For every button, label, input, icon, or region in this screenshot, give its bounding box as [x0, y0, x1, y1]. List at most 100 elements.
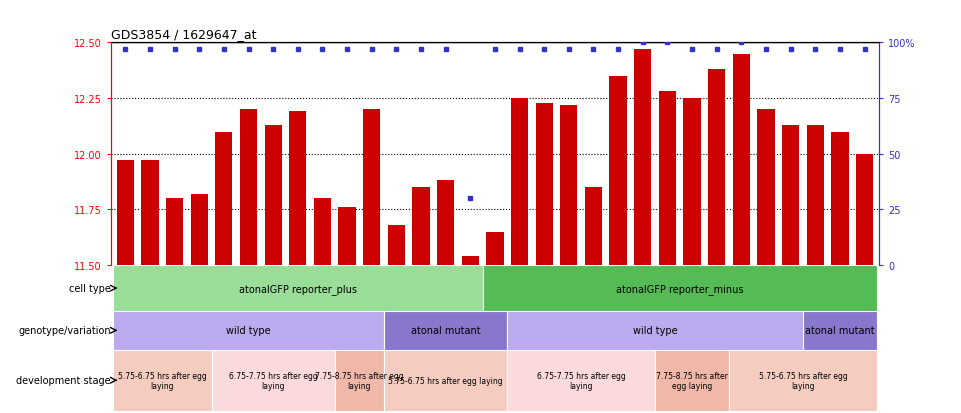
Bar [458, 266, 482, 345]
Bar [260, 266, 285, 345]
Text: GSM537543: GSM537543 [520, 266, 526, 310]
Bar [190, 195, 208, 266]
Text: GSM537546: GSM537546 [175, 266, 181, 310]
Bar [753, 266, 778, 345]
Text: GSM537555: GSM537555 [667, 266, 674, 310]
Text: 5.75-6.75 hrs after egg
laying: 5.75-6.75 hrs after egg laying [118, 370, 207, 390]
Bar [408, 266, 433, 345]
Bar [486, 232, 504, 266]
Bar [856, 154, 874, 266]
Text: GSM537553: GSM537553 [643, 266, 649, 310]
Bar [215, 132, 233, 266]
Bar [535, 103, 553, 266]
Bar [285, 266, 310, 345]
Bar [412, 188, 430, 266]
Bar [556, 266, 581, 345]
Bar [704, 266, 729, 345]
Bar [511, 99, 529, 266]
Bar [113, 311, 384, 350]
Bar [581, 266, 605, 345]
Bar [186, 266, 211, 345]
Bar [314, 199, 331, 266]
Bar [782, 126, 800, 266]
Bar [732, 55, 750, 266]
Text: GSM537556: GSM537556 [298, 266, 304, 310]
Bar [827, 266, 852, 345]
Bar [387, 225, 405, 266]
Text: GSM537562: GSM537562 [766, 266, 772, 310]
Text: GSM537568: GSM537568 [815, 266, 822, 310]
Bar [289, 112, 307, 266]
Bar [240, 110, 258, 266]
Text: 6.75-7.75 hrs after egg
laying: 6.75-7.75 hrs after egg laying [229, 370, 317, 390]
Bar [708, 70, 726, 266]
Bar [560, 106, 578, 266]
Bar [384, 311, 507, 350]
Text: atonalGFP reporter_plus: atonalGFP reporter_plus [238, 283, 357, 294]
Text: GSM537554: GSM537554 [273, 266, 279, 310]
Bar [605, 266, 630, 345]
Bar [116, 161, 134, 266]
Bar [359, 266, 384, 345]
Bar [113, 266, 482, 311]
Text: 7.75-8.75 hrs after egg
laying: 7.75-8.75 hrs after egg laying [315, 370, 404, 390]
Bar [363, 110, 381, 266]
Bar [236, 266, 260, 345]
Bar [384, 266, 408, 345]
Bar [778, 266, 803, 345]
Bar [659, 92, 676, 266]
Bar [803, 266, 827, 345]
Text: GSM537548: GSM537548 [199, 266, 206, 310]
Text: wild type: wild type [226, 325, 271, 335]
Text: GSM537545: GSM537545 [544, 266, 551, 310]
Bar [482, 266, 507, 345]
Bar [113, 350, 211, 411]
Bar [531, 266, 556, 345]
Bar [831, 132, 849, 266]
Text: atonal mutant: atonal mutant [410, 325, 480, 335]
Bar [729, 266, 753, 345]
Text: GSM537544: GSM537544 [150, 266, 156, 310]
Text: GSM537558: GSM537558 [717, 266, 723, 310]
Text: wild type: wild type [632, 325, 678, 335]
Text: GSM537569: GSM537569 [470, 266, 477, 310]
Text: 7.75-8.75 hrs after
egg laying: 7.75-8.75 hrs after egg laying [656, 370, 728, 390]
Bar [166, 199, 184, 266]
Text: GSM537559: GSM537559 [323, 266, 329, 310]
Text: GSM537549: GSM537549 [594, 266, 600, 310]
Text: GSM537551: GSM537551 [618, 266, 624, 310]
Text: atonalGFP reporter_minus: atonalGFP reporter_minus [616, 283, 744, 294]
Text: 5.75-6.75 hrs after egg
laying: 5.75-6.75 hrs after egg laying [758, 370, 848, 390]
Text: 6.75-7.75 hrs after egg
laying: 6.75-7.75 hrs after egg laying [537, 370, 626, 390]
Text: GSM537567: GSM537567 [446, 266, 452, 310]
Bar [852, 266, 876, 345]
Text: GSM537570: GSM537570 [840, 266, 846, 310]
Text: GSM537571: GSM537571 [495, 266, 501, 310]
Bar [655, 266, 679, 345]
Bar [806, 126, 824, 266]
Bar [264, 126, 282, 266]
Text: GSM537560: GSM537560 [741, 266, 748, 310]
Bar [655, 350, 729, 411]
Text: GSM537557: GSM537557 [692, 266, 698, 310]
Bar [729, 350, 876, 411]
Text: GSM537564: GSM537564 [396, 266, 403, 310]
Bar [507, 311, 803, 350]
Text: GDS3854 / 1629647_at: GDS3854 / 1629647_at [111, 28, 256, 41]
Text: 5.75-6.75 hrs after egg laying: 5.75-6.75 hrs after egg laying [388, 376, 503, 385]
Bar [211, 350, 334, 411]
Text: GSM537566: GSM537566 [791, 266, 797, 310]
Text: GSM537561: GSM537561 [347, 266, 353, 310]
Text: GSM537572: GSM537572 [865, 266, 871, 310]
Bar [338, 208, 356, 266]
Bar [757, 110, 775, 266]
Text: GSM537552: GSM537552 [249, 266, 255, 310]
Bar [679, 266, 704, 345]
Bar [384, 350, 507, 411]
Text: GSM537565: GSM537565 [421, 266, 427, 310]
Bar [634, 50, 652, 266]
Bar [507, 266, 531, 345]
Bar [630, 266, 655, 345]
Bar [683, 99, 701, 266]
Text: GSM537547: GSM537547 [569, 266, 575, 310]
